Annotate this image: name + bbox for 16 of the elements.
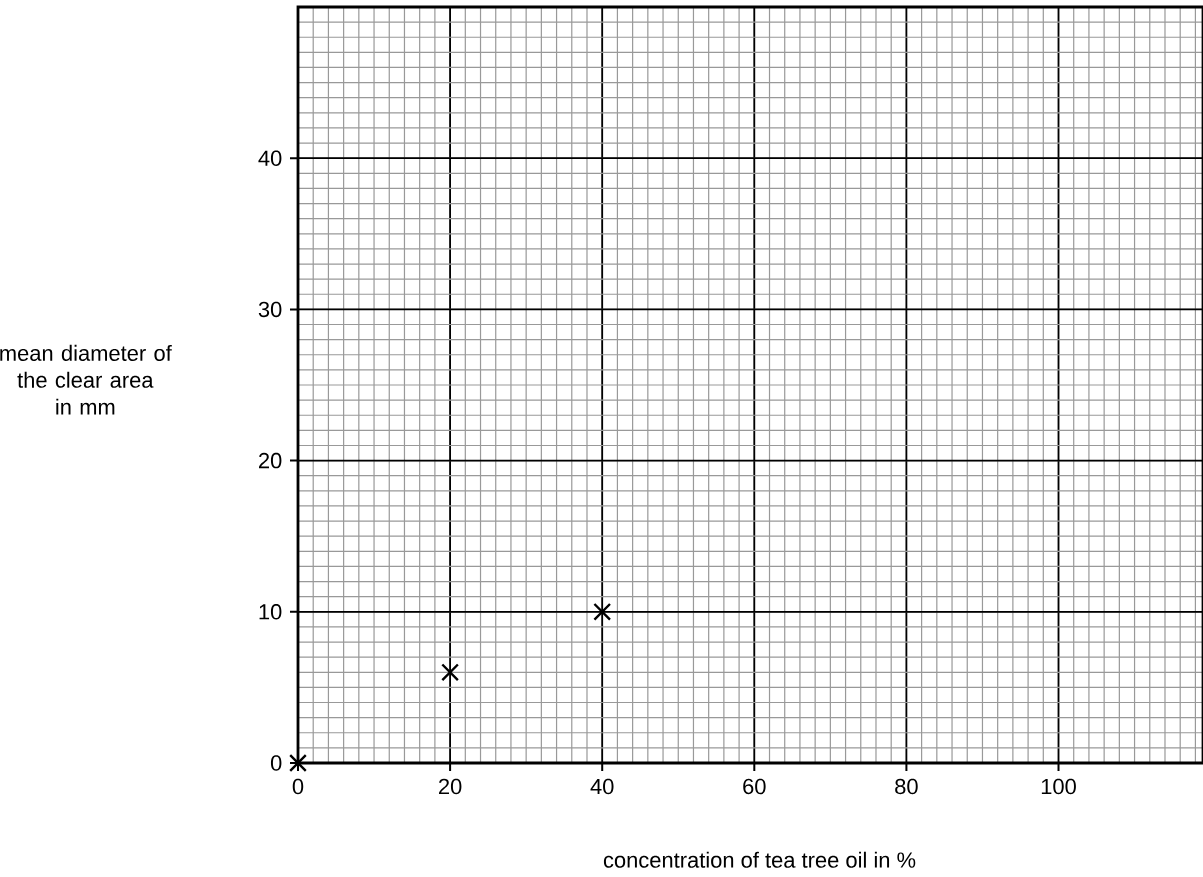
y-tick-label: 10: [259, 604, 282, 620]
x-tick-label: 100: [1041, 778, 1076, 795]
point: [441, 663, 460, 682]
y-tick-label: 30: [258, 301, 282, 318]
y-tick-label: 0: [270, 755, 282, 771]
point: [289, 754, 307, 772]
y-axis-title: mean diameter of the clear area in mm: [0, 344, 172, 415]
x-tick-label: 40: [590, 778, 614, 795]
x-tick-label: 80: [895, 778, 918, 795]
point: [593, 602, 612, 621]
y-tick-label: 40: [258, 150, 282, 166]
x-tick-label: 20: [439, 778, 462, 795]
y-tick-label: 20: [259, 452, 282, 469]
x-tick-label: 60: [743, 778, 766, 795]
x-tick-label: 0: [292, 778, 304, 795]
x-axis-title: concentration of tea tree oil in %: [603, 851, 916, 868]
